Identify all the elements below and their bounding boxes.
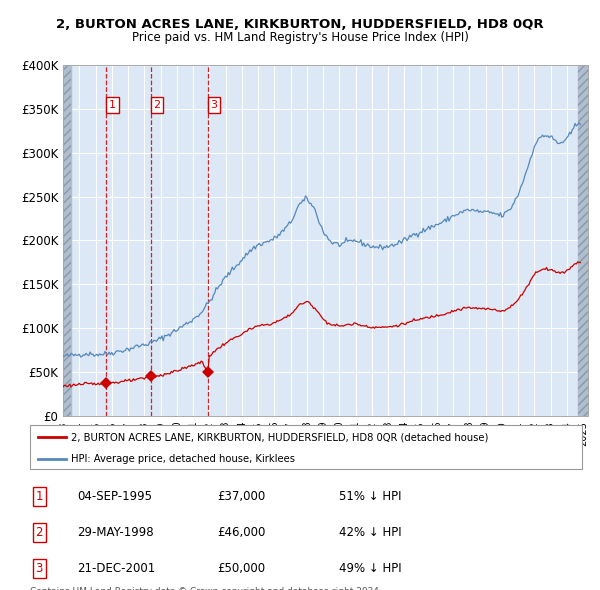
Text: 42% ↓ HPI: 42% ↓ HPI (339, 526, 402, 539)
Text: 51% ↓ HPI: 51% ↓ HPI (339, 490, 401, 503)
Text: 3: 3 (35, 562, 43, 575)
Text: 2, BURTON ACRES LANE, KIRKBURTON, HUDDERSFIELD, HD8 0QR (detached house): 2, BURTON ACRES LANE, KIRKBURTON, HUDDER… (71, 432, 489, 442)
Text: 29-MAY-1998: 29-MAY-1998 (77, 526, 154, 539)
Text: 2, BURTON ACRES LANE, KIRKBURTON, HUDDERSFIELD, HD8 0QR: 2, BURTON ACRES LANE, KIRKBURTON, HUDDER… (56, 18, 544, 31)
Text: 3: 3 (211, 100, 217, 110)
Text: 2: 2 (35, 526, 43, 539)
Text: £46,000: £46,000 (218, 526, 266, 539)
Text: £50,000: £50,000 (218, 562, 266, 575)
Text: Contains HM Land Registry data © Crown copyright and database right 2024.
This d: Contains HM Land Registry data © Crown c… (30, 587, 382, 590)
Text: 49% ↓ HPI: 49% ↓ HPI (339, 562, 402, 575)
Text: 04-SEP-1995: 04-SEP-1995 (77, 490, 152, 503)
Text: 1: 1 (109, 100, 116, 110)
Text: Price paid vs. HM Land Registry's House Price Index (HPI): Price paid vs. HM Land Registry's House … (131, 31, 469, 44)
Bar (578, 65, 588, 416)
Text: 1: 1 (35, 490, 43, 503)
Text: HPI: Average price, detached house, Kirklees: HPI: Average price, detached house, Kirk… (71, 454, 295, 464)
Text: 2: 2 (154, 100, 161, 110)
Text: 21-DEC-2001: 21-DEC-2001 (77, 562, 155, 575)
Text: £37,000: £37,000 (218, 490, 266, 503)
Bar (63, 65, 71, 416)
FancyBboxPatch shape (30, 425, 582, 469)
